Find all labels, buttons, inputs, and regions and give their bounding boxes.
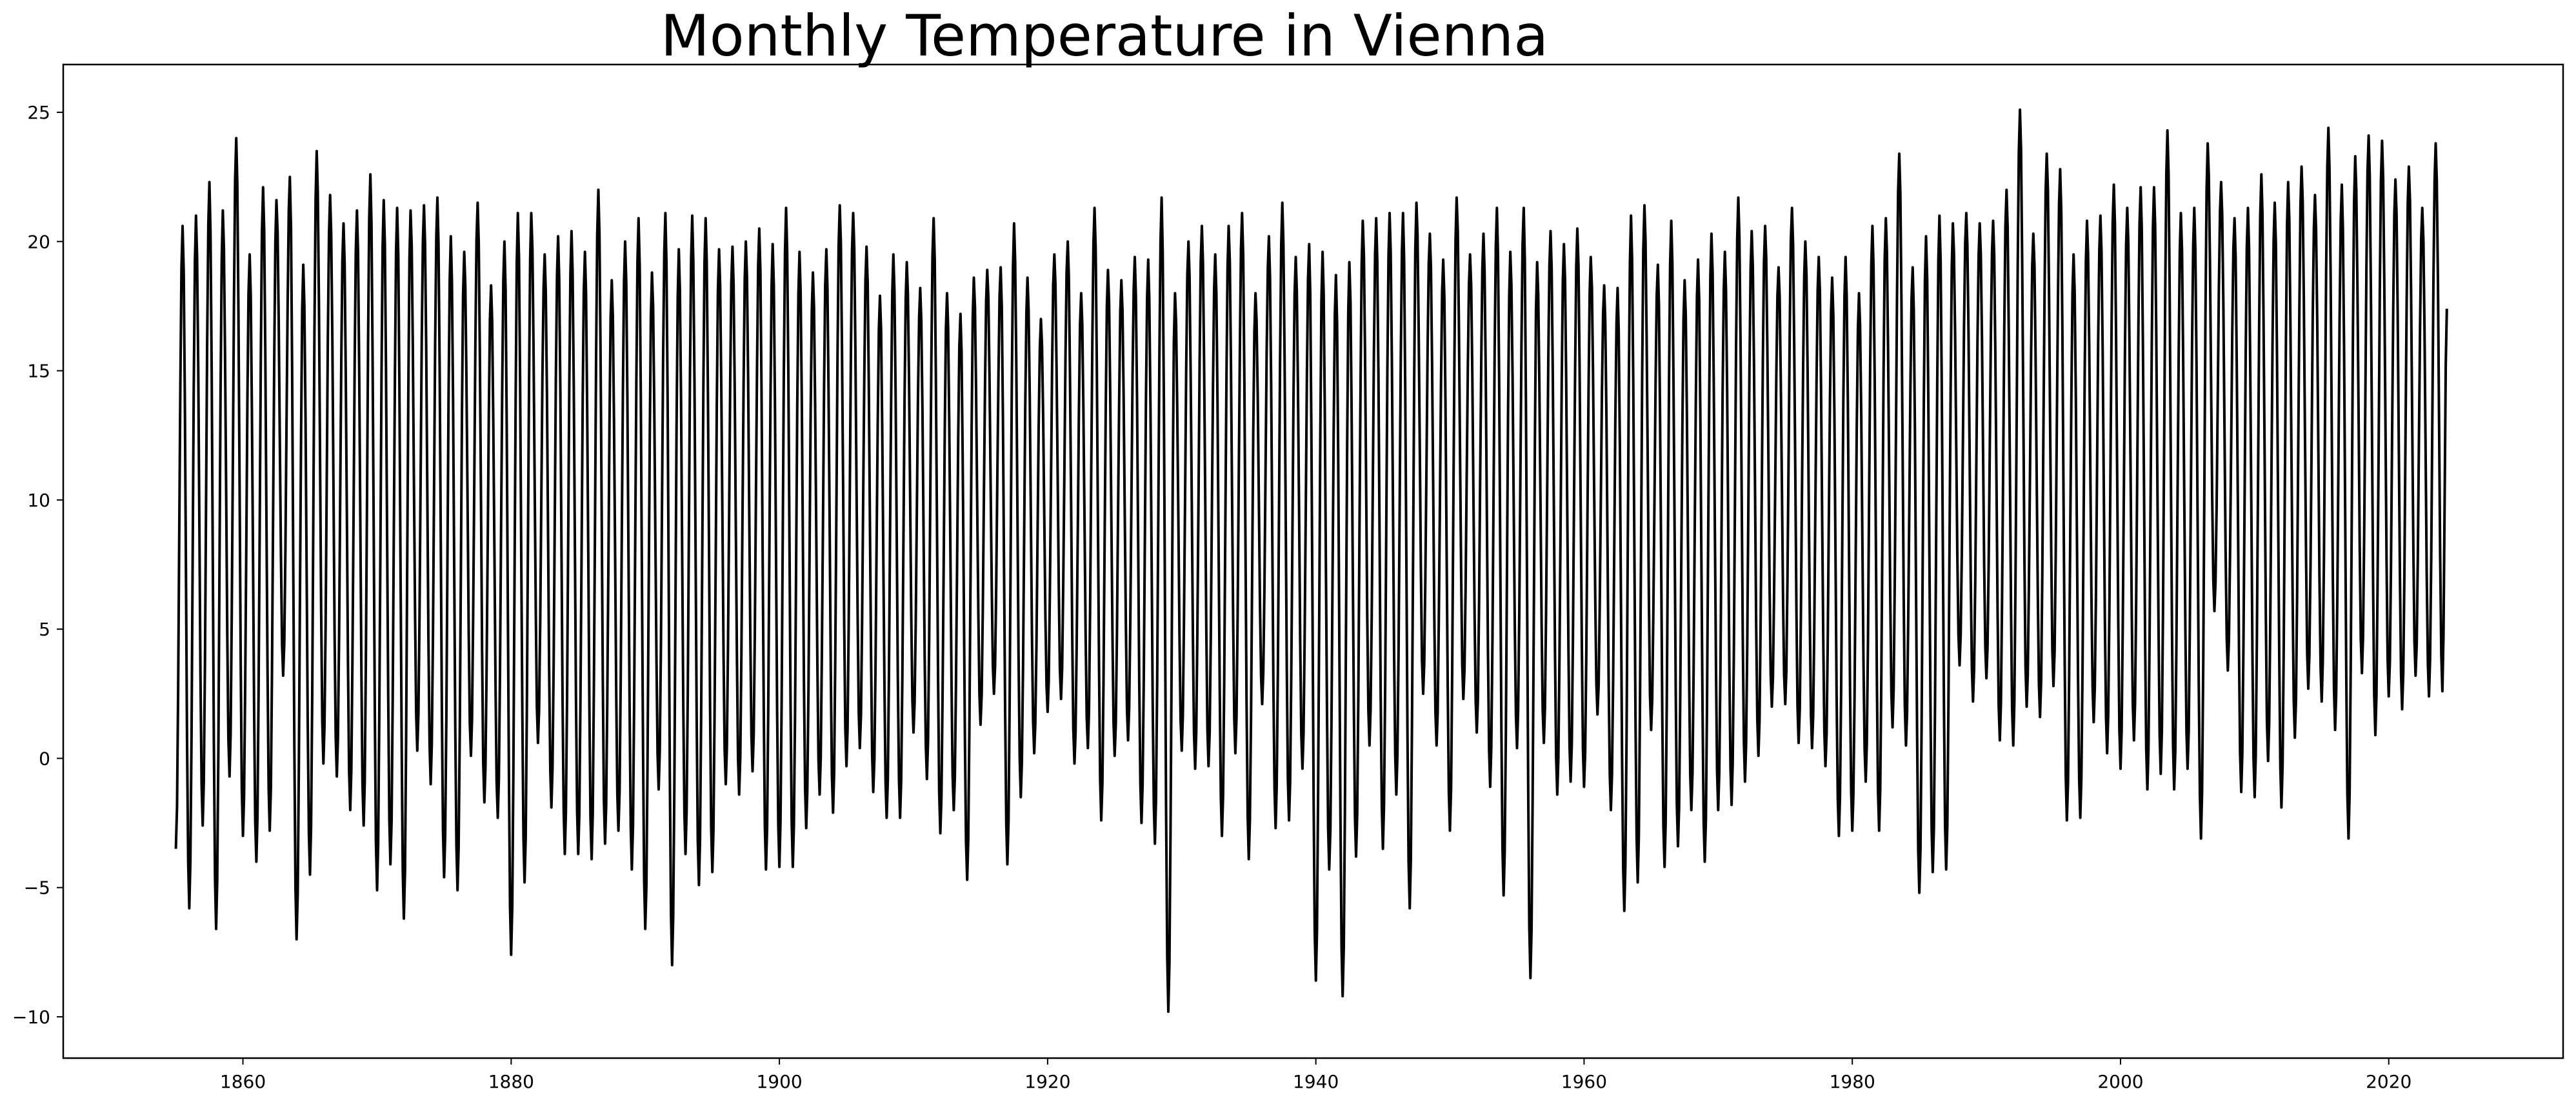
x-tick-label: 1960 (1561, 1071, 1607, 1092)
plot-frame (62, 63, 2564, 1059)
y-tick-label: 20 (27, 231, 50, 252)
x-tick-label: 1980 (1830, 1071, 1875, 1092)
y-tick-label: 0 (39, 748, 50, 769)
x-tick-label: 1920 (1024, 1071, 1070, 1092)
x-tick-label: 1860 (220, 1071, 266, 1092)
y-tick-label: 25 (27, 102, 50, 123)
x-tick-label: 1880 (488, 1071, 534, 1092)
y-axis: −10 −5 0 5 10 15 20 25 (12, 102, 63, 1028)
y-tick-label: 5 (39, 619, 50, 640)
x-tick-label: 1900 (756, 1071, 802, 1092)
x-tick-label: 1940 (1293, 1071, 1339, 1092)
y-tick-label: 15 (27, 361, 50, 382)
y-tick-label: −10 (12, 1007, 50, 1028)
series-line-monthly-temperature (174, 108, 2448, 1013)
y-tick-label: 10 (27, 490, 50, 511)
x-axis: 1860 1880 1900 1920 1940 1960 1980 2000 2020 (220, 1058, 2411, 1092)
x-tick-label: 2020 (2366, 1071, 2411, 1092)
x-tick-label: 2000 (2097, 1071, 2143, 1092)
chart-title: Monthly Temperature in Vienna (661, 3, 1548, 69)
y-tick-label: −5 (24, 877, 50, 899)
